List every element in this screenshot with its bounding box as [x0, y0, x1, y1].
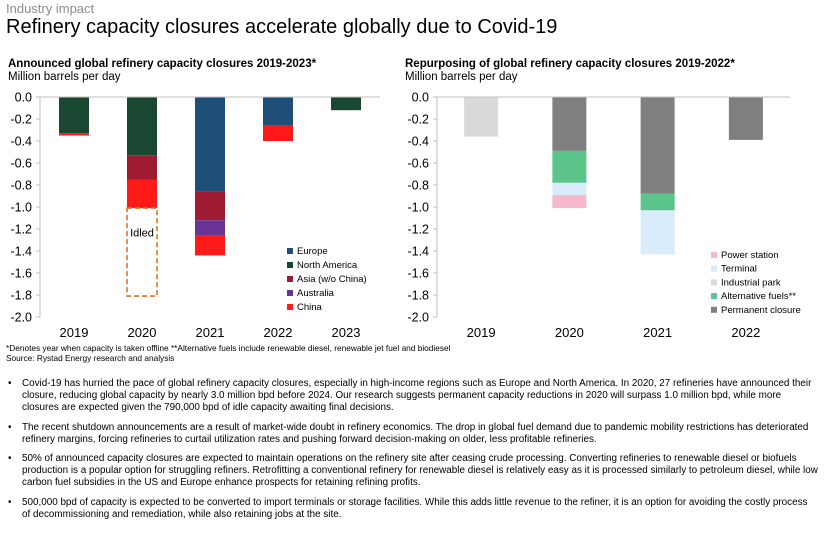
y-tick-label: -2.0	[10, 311, 32, 325]
bar-segment	[195, 97, 225, 192]
idled-annotation-box	[126, 207, 158, 297]
bar-segment	[640, 210, 675, 255]
legend-swatch	[287, 304, 293, 310]
legend-swatch	[711, 279, 717, 286]
y-tick-label: -0.6	[407, 157, 429, 171]
bullet-list: Covid-19 has hurried the pace of global …	[6, 378, 818, 528]
legend-label: Industrial park	[721, 277, 781, 288]
legend-label: China	[297, 302, 323, 313]
y-tick-label: -0.2	[407, 113, 429, 127]
bullet-item: 50% of announced capacity closures are e…	[6, 453, 818, 490]
bar-segment	[640, 193, 675, 211]
x-tick-label: 2019	[60, 325, 89, 340]
y-tick-label: 0.0	[412, 91, 429, 105]
legend-swatch	[287, 290, 293, 296]
y-tick-label: -1.4	[407, 245, 429, 259]
legend-swatch	[711, 306, 717, 313]
y-tick-label: -1.2	[407, 223, 429, 237]
y-tick-label: -0.8	[10, 179, 32, 193]
y-tick-label: -1.6	[10, 267, 32, 281]
y-tick-label: -1.4	[10, 245, 32, 259]
x-tick-label: 2023	[332, 325, 361, 340]
chart1-title: Announced global refinery capacity closu…	[8, 58, 317, 70]
legend-label: North America	[297, 260, 358, 271]
x-tick-label: 2020	[555, 325, 584, 340]
legend-swatch	[287, 248, 293, 254]
x-tick-label: 2021	[196, 325, 225, 340]
bar-segment	[263, 97, 293, 126]
legend-swatch	[711, 293, 717, 300]
x-tick-label: 2020	[128, 325, 157, 340]
x-tick-label: 2021	[643, 325, 672, 340]
bullet-item: 500,000 bpd of capacity is expected to b…	[6, 497, 818, 521]
legend-label: Europe	[297, 246, 328, 257]
legend-swatch	[287, 276, 293, 282]
bar-segment	[552, 182, 587, 195]
chart2-ylabel: Million barrels per day	[405, 71, 518, 83]
bar-segment	[127, 179, 157, 209]
y-tick-label: -0.4	[407, 135, 429, 149]
bar-segment	[195, 235, 225, 256]
y-tick-label: -0.4	[10, 135, 32, 149]
legend-swatch	[711, 252, 717, 258]
x-tick-label: 2019	[467, 325, 496, 340]
bar-segment	[59, 97, 89, 134]
legend-label: Alternative fuels**	[721, 291, 796, 302]
y-tick-label: -1.0	[407, 201, 429, 215]
bar-segment	[728, 97, 763, 140]
legend-label: Permanent closure	[721, 305, 801, 316]
legend-label: Australia	[297, 288, 335, 299]
bar-segment	[552, 97, 587, 151]
bullet-item: Covid-19 has hurried the pace of global …	[6, 378, 818, 415]
x-tick-label: 2022	[731, 325, 760, 340]
bar-segment	[263, 125, 293, 141]
footnote-denotes: *Denotes year when capacity is taken off…	[6, 343, 451, 353]
bar-segment	[127, 155, 157, 180]
bar-segment	[552, 194, 587, 209]
y-tick-label: -0.8	[407, 179, 429, 193]
y-tick-label: -1.0	[10, 201, 32, 215]
idled-annotation-label: Idled	[130, 227, 154, 239]
y-tick-label: -1.2	[10, 223, 32, 237]
y-tick-label: -1.8	[407, 289, 429, 303]
bar-segment	[464, 97, 499, 137]
legend-label: Asia (w/o China)	[297, 274, 367, 285]
footnote-source: Source: Rystad Energy research and analy…	[6, 353, 175, 363]
bar-segment	[195, 191, 225, 221]
y-tick-label: -2.0	[407, 311, 429, 325]
y-tick-label: -0.2	[10, 113, 32, 127]
bullet-item: The recent shutdown announcements are a …	[6, 422, 818, 446]
chart2-title: Repurposing of global refinery capacity …	[405, 58, 735, 70]
page-title: Refinery capacity closures accelerate gl…	[6, 16, 558, 38]
legend-swatch	[287, 262, 293, 268]
bar-segment	[127, 97, 157, 156]
legend-label: Power station	[721, 250, 779, 261]
bar-segment	[640, 97, 675, 194]
y-tick-label: -0.6	[10, 157, 32, 171]
bar-segment	[59, 133, 89, 136]
bar-segment	[331, 97, 361, 111]
chart1-ylabel: Million barrels per day	[8, 71, 121, 83]
bar-segment	[552, 150, 587, 183]
legend-swatch	[711, 265, 717, 272]
bar-segment	[195, 220, 225, 236]
kicker: Industry impact	[6, 1, 95, 16]
y-tick-label: -1.6	[407, 267, 429, 281]
y-tick-label: 0.0	[15, 91, 32, 105]
y-tick-label: -1.8	[10, 289, 32, 303]
legend-label: Terminal	[721, 264, 757, 275]
x-tick-label: 2022	[264, 325, 293, 340]
